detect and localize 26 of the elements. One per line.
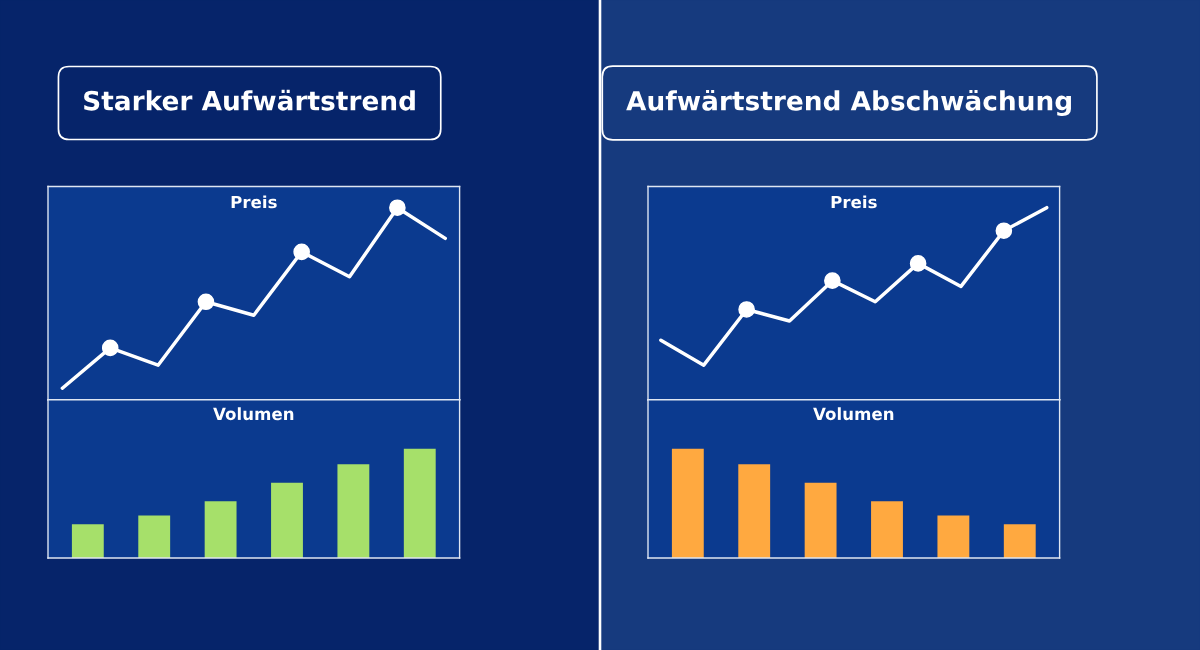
chart-title: Volumen (213, 407, 294, 421)
bar (337, 464, 370, 559)
bar (71, 524, 104, 559)
point (293, 243, 310, 261)
text: Aufwärtstrend Abschwächung (626, 89, 1071, 117)
bar (871, 501, 903, 559)
point (197, 293, 215, 311)
point (101, 339, 119, 357)
point (389, 199, 406, 216)
bar (138, 515, 171, 559)
point (738, 301, 755, 318)
text: Starker Aufwärtstrend (84, 89, 415, 111)
bar (738, 464, 771, 559)
bar (271, 482, 303, 559)
bar (937, 515, 970, 559)
bar (403, 448, 436, 559)
chart-title: Preis (831, 195, 877, 209)
bar (804, 482, 837, 559)
point (909, 255, 927, 272)
chart-title: Volumen (813, 407, 894, 421)
bar (204, 501, 237, 559)
point (824, 272, 841, 289)
bar (1003, 524, 1036, 559)
point (995, 222, 1013, 240)
chart-title: Preis (231, 195, 277, 209)
bar (671, 448, 704, 559)
